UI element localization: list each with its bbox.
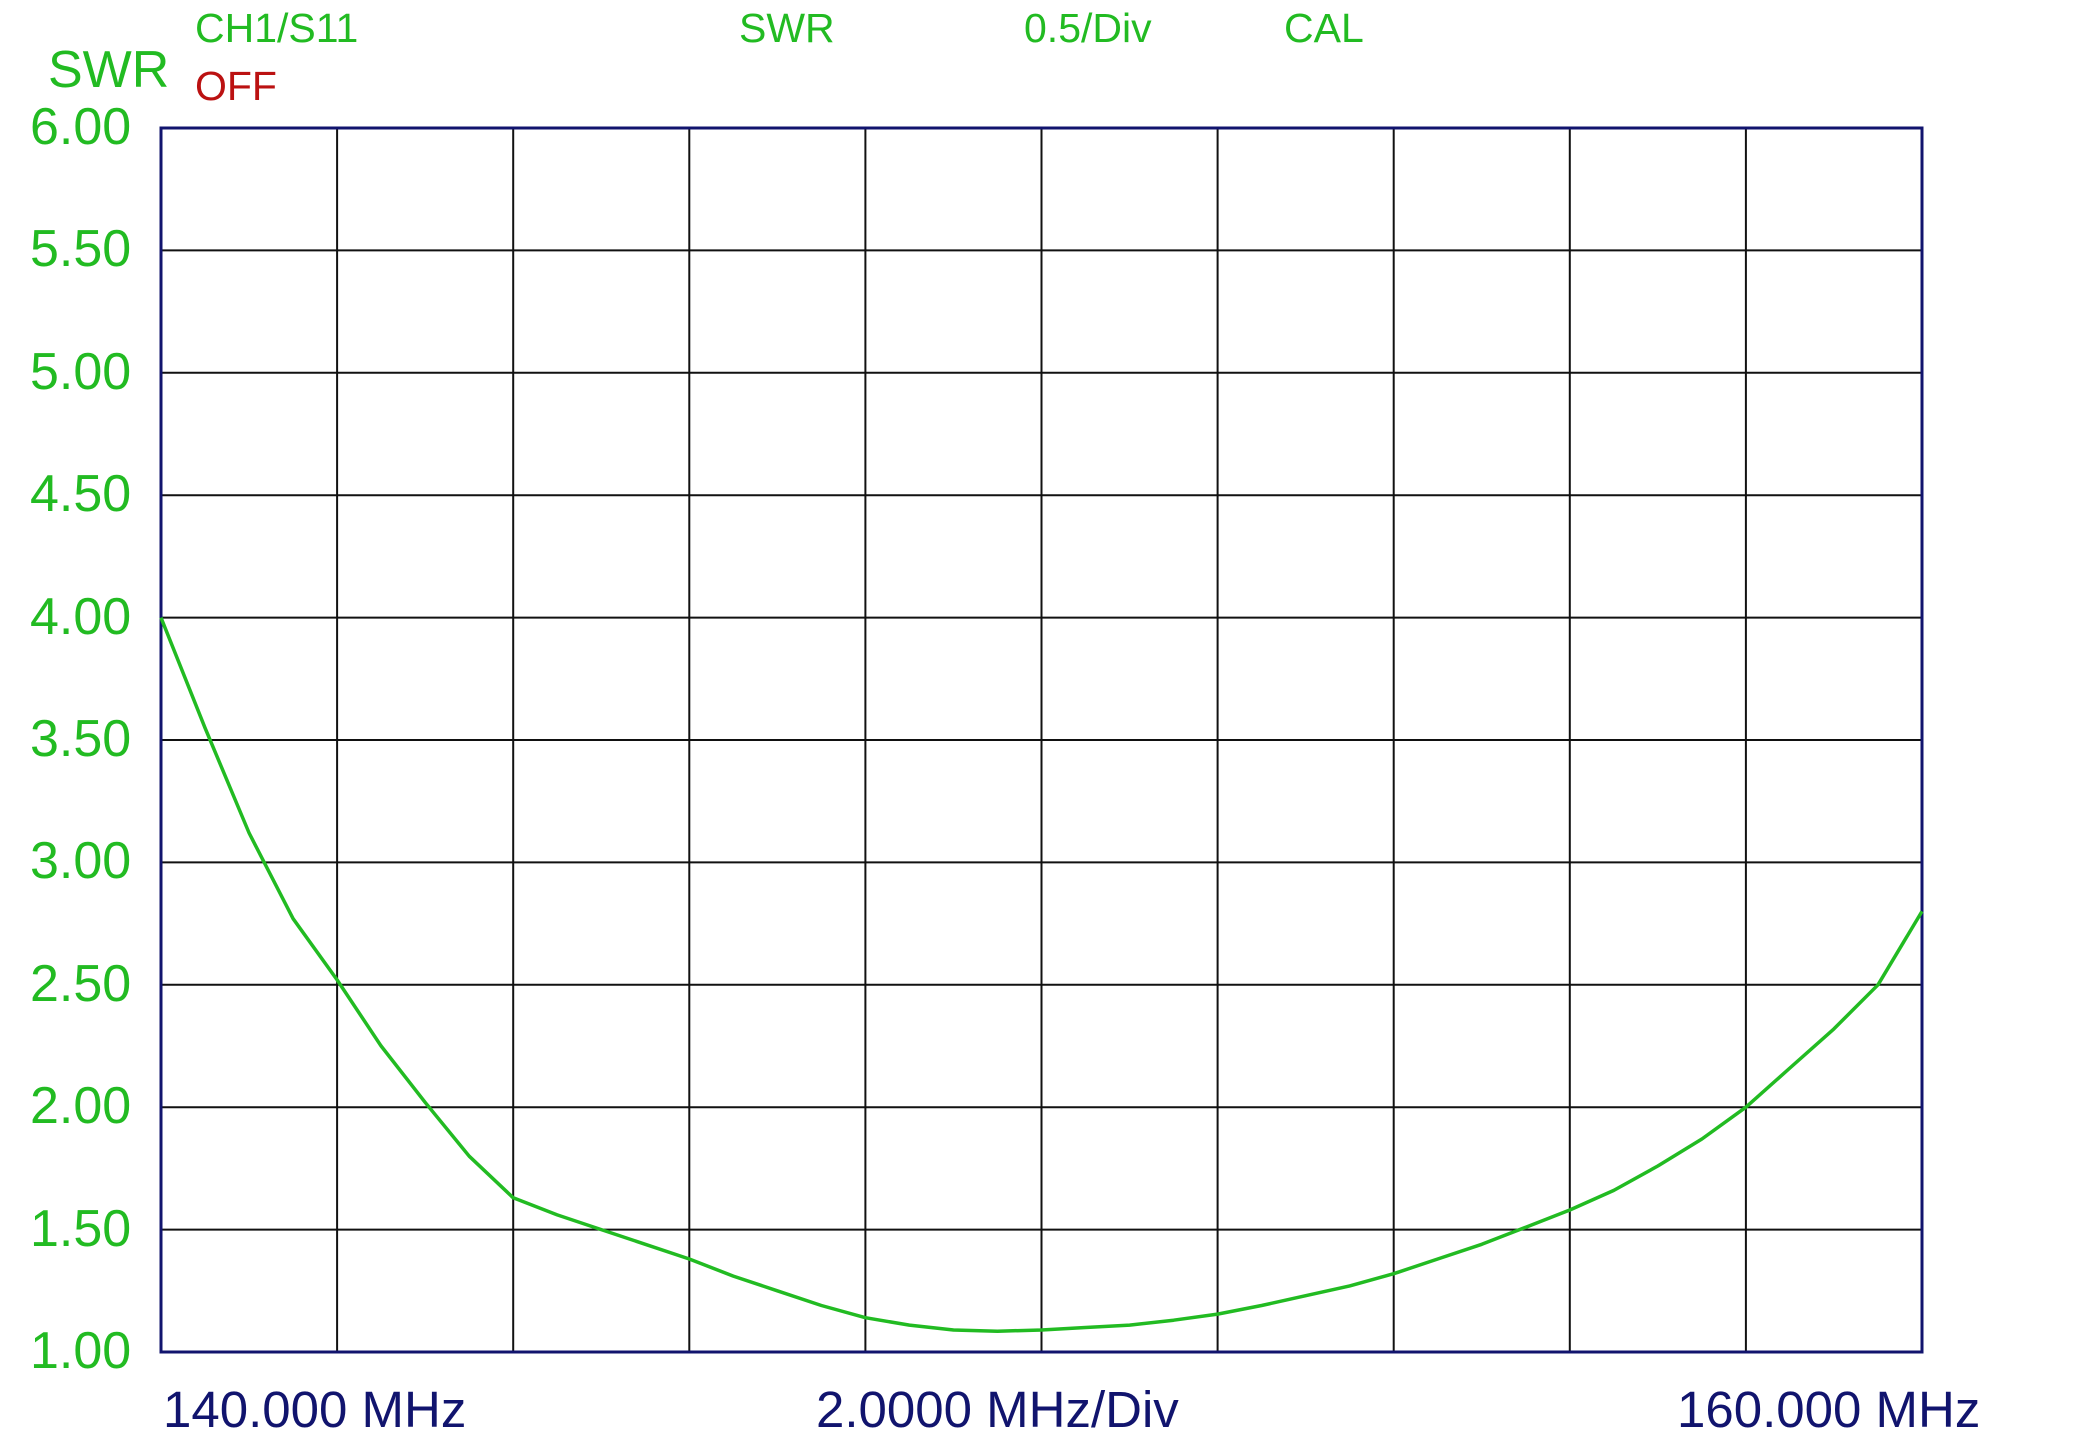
format-indicator: SWR <box>739 5 835 51</box>
y-tick-label: 5.50 <box>30 220 132 279</box>
y-tick-label: 3.00 <box>30 832 132 891</box>
cal-indicator: CAL <box>1284 5 1364 51</box>
x-stop-label: 160.000 MHz <box>1677 1381 1981 1438</box>
smoothing-off-indicator: OFF <box>195 63 277 109</box>
y-axis-title: SWR <box>48 41 170 99</box>
y-tick-label: 3.50 <box>30 710 132 768</box>
x-start-label: 140.000 MHz <box>163 1381 467 1438</box>
channel-indicator: CH1/S11 <box>195 5 359 51</box>
y-tick-label: 5.00 <box>30 342 132 401</box>
swr-trace <box>159 616 1924 1333</box>
y-tick-label: 1.00 <box>30 1322 132 1380</box>
y-tick-label: 2.50 <box>30 954 132 1013</box>
y-tick-label: 1.50 <box>30 1199 132 1258</box>
y-tick-label: 6.00 <box>30 98 132 156</box>
scale-indicator: 0.5/Div <box>1024 5 1152 51</box>
y-tick-label: 4.50 <box>30 465 132 524</box>
plot-frame <box>159 126 1924 1354</box>
y-tick-label: 4.00 <box>30 587 132 646</box>
x-div-label: 2.0000 MHz/Div <box>816 1381 1179 1438</box>
y-tick-label: 2.00 <box>30 1077 132 1136</box>
